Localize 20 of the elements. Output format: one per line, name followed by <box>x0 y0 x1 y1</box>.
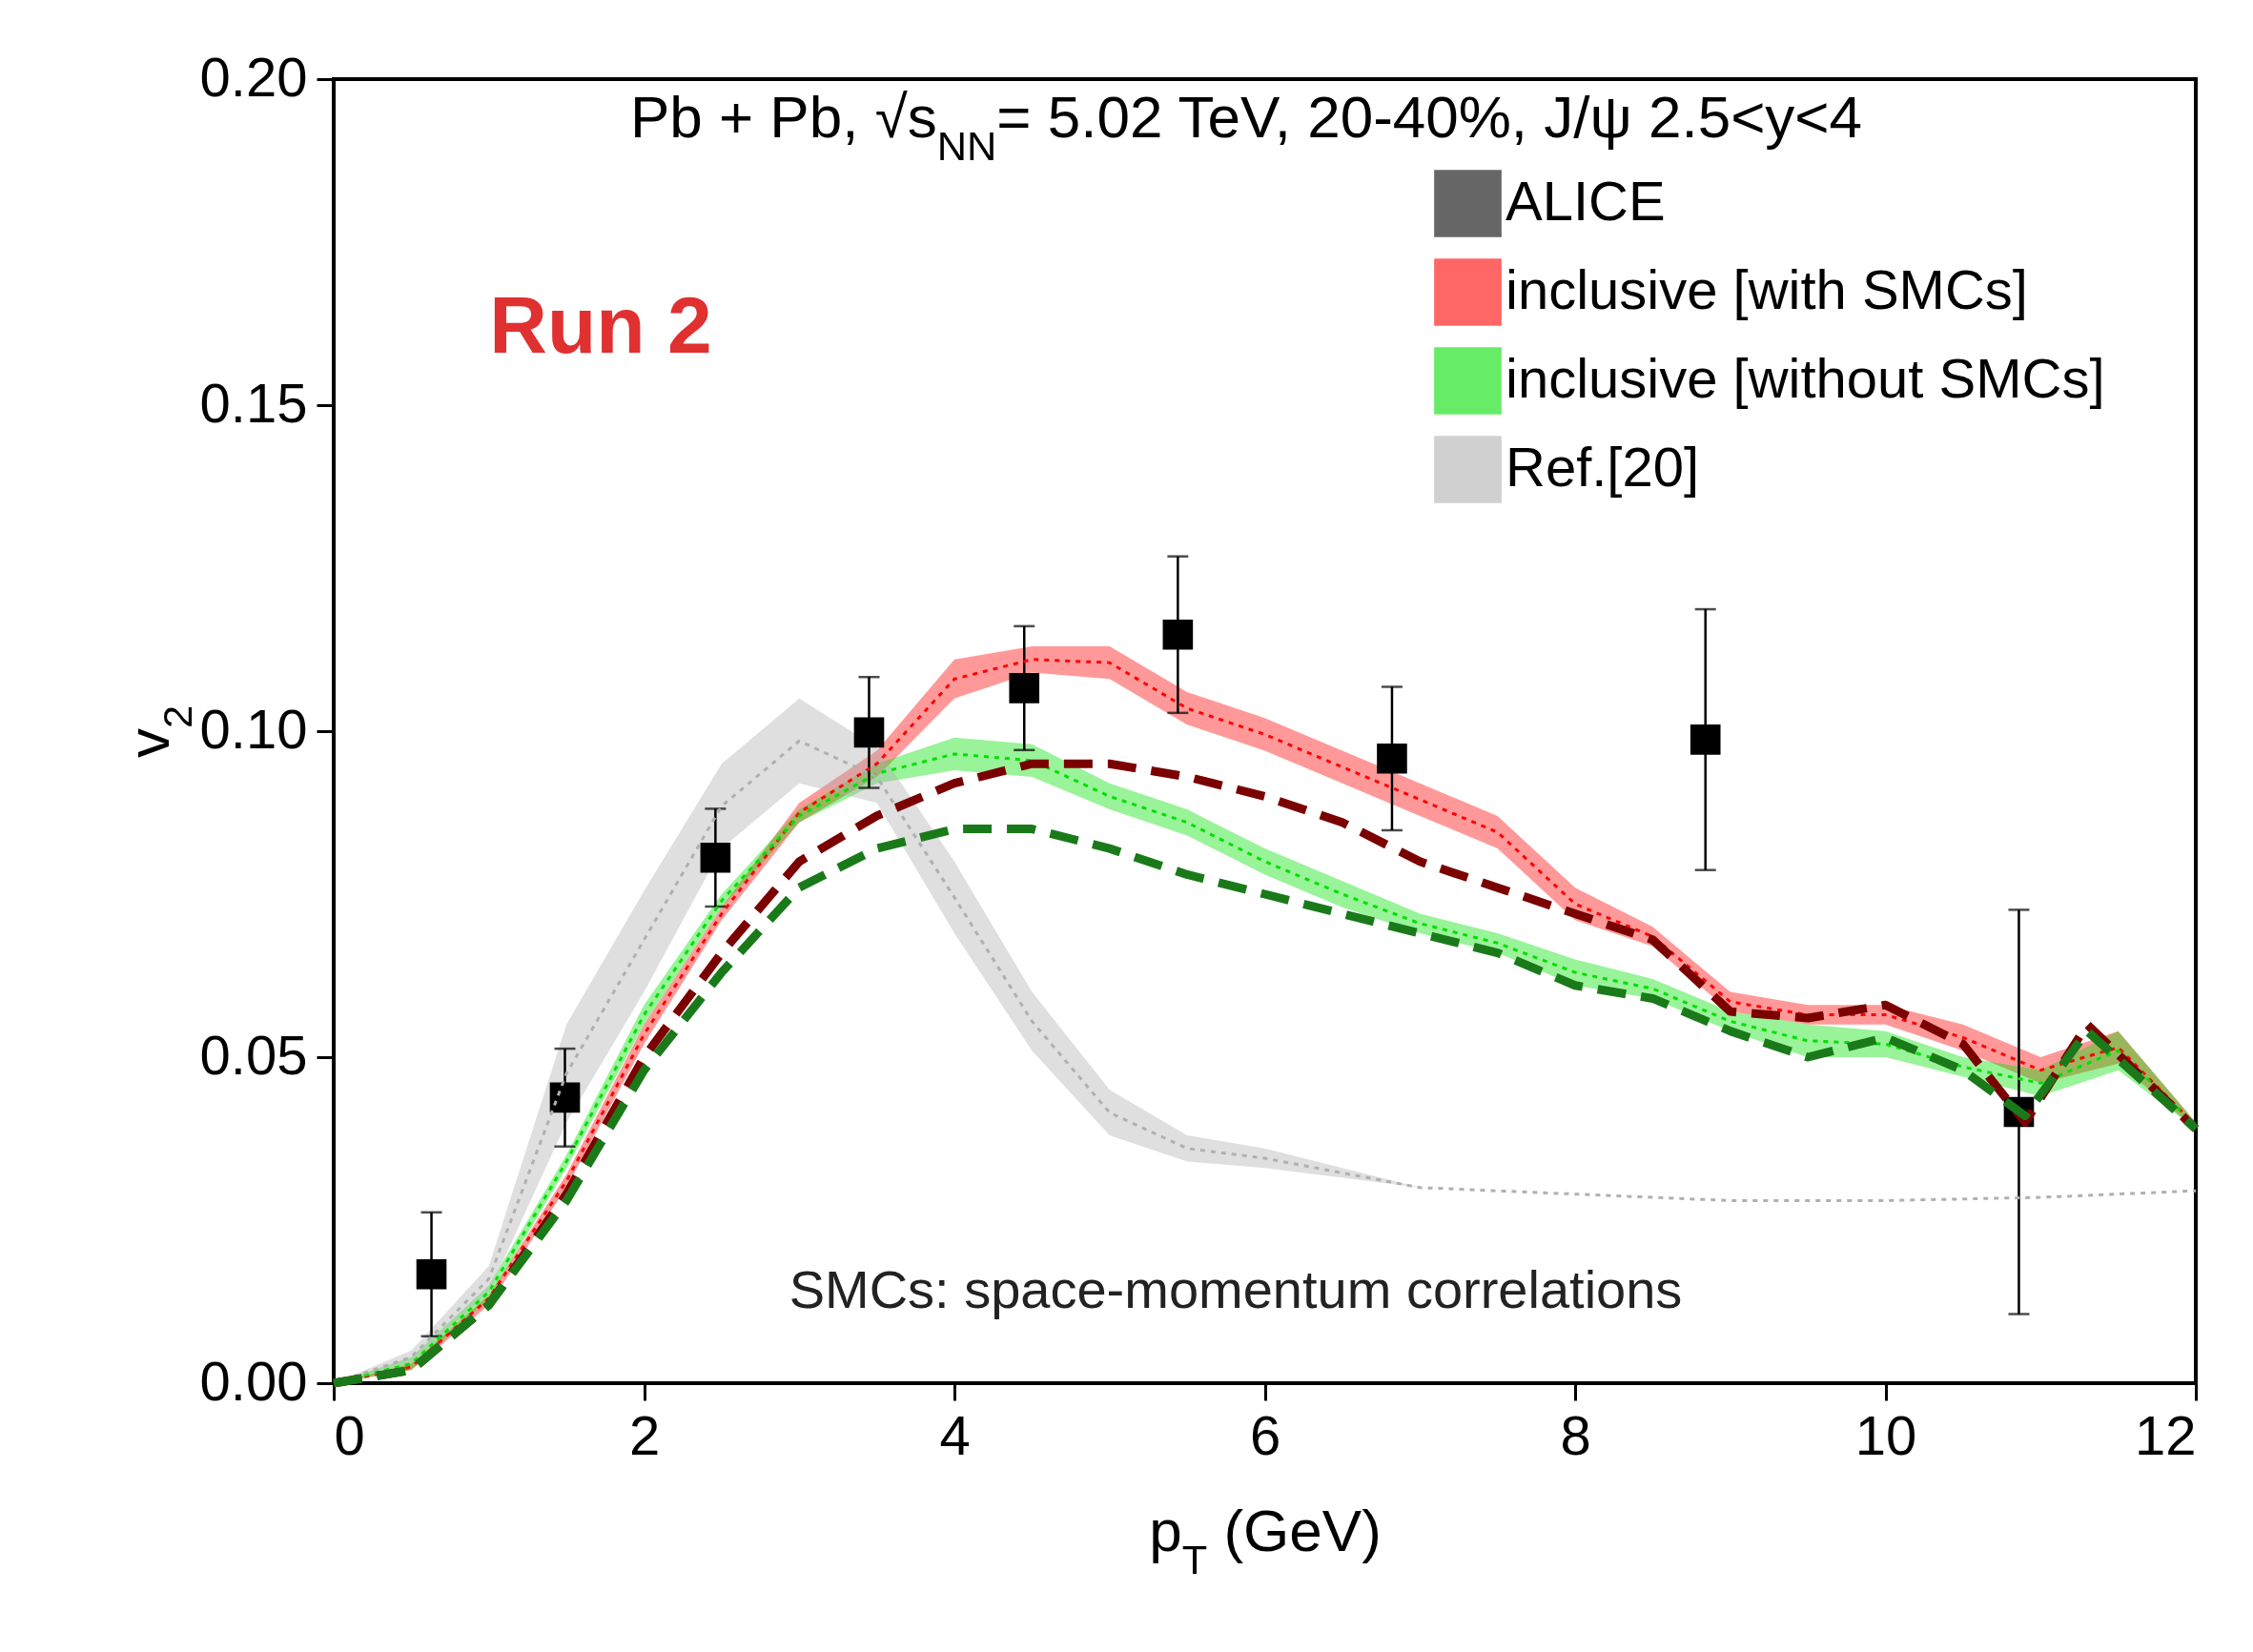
annotation: SMCs: space-momentum correlations <box>789 1259 1683 1319</box>
annotation: Run 2 <box>489 280 712 370</box>
y-tick-label: 0.05 <box>199 1023 308 1086</box>
legend-label: inclusive [with SMCs] <box>1505 257 2028 320</box>
y-tick-label: 0.00 <box>199 1349 308 1412</box>
x-tick-label: 12 <box>2134 1403 2197 1466</box>
y-tick-label: 0.20 <box>199 45 308 108</box>
x-axis-title: p$_{T}$ (GeV) <box>1149 1497 1382 1582</box>
x-tick-label: 10 <box>1854 1403 1917 1466</box>
y-tick-label: 0.15 <box>199 371 308 434</box>
x-tick-label: 6 <box>1249 1403 1281 1466</box>
y-tick-label: 0.10 <box>199 697 308 760</box>
x-tick-label: 4 <box>939 1403 971 1466</box>
chart-title: Pb + Pb, √s$_{NN}$= 5.02 TeV, 20-40%, J/ψ 2.5<y<4 <box>629 84 1863 169</box>
legend-label: inclusive [without SMCs] <box>1505 346 2105 409</box>
x-tick-label: 0 <box>334 1403 365 1466</box>
x-tick-label: 2 <box>628 1403 661 1466</box>
x-tick-label: 8 <box>1560 1403 1591 1466</box>
legend-label: Ref.[20] <box>1505 435 1700 498</box>
legend-label: ALICE <box>1505 169 1666 232</box>
